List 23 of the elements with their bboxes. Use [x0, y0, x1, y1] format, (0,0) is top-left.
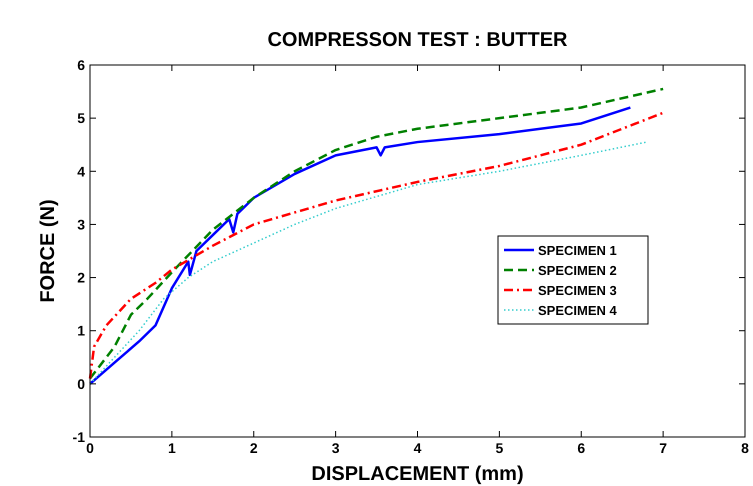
legend-label: SPECIMEN 3	[538, 283, 617, 298]
y-tick-label: 1	[77, 322, 86, 339]
y-tick-label: 6	[77, 57, 86, 73]
x-axis-title: DISPLACEMENT (mm)	[311, 463, 524, 485]
y-tick-label: 0	[77, 376, 86, 392]
legend-label: SPECIMEN 4	[538, 303, 618, 318]
x-tick-label: 5	[495, 440, 504, 456]
x-tick-label: 6	[577, 440, 586, 456]
legend-label: SPECIMEN 1	[538, 243, 617, 258]
chart-title: COMPRESSON TEST : BUTTER	[267, 29, 568, 51]
x-tick-label: 8	[741, 440, 750, 456]
y-tick-label: 3	[77, 216, 86, 232]
y-tick-label: 2	[77, 270, 86, 286]
x-tick-label: 7	[659, 440, 668, 456]
x-tick-label: 3	[332, 440, 340, 456]
y-tick-label: 5	[77, 110, 86, 126]
x-tick-label: 2	[250, 440, 258, 456]
x-tick-label: 4	[414, 440, 422, 456]
x-tick-label: 1	[168, 440, 176, 456]
y-tick-label: 4	[77, 163, 86, 180]
y-axis-title: FORCE (N)	[37, 199, 59, 303]
legend-label: SPECIMEN 2	[538, 263, 617, 278]
y-tick-label: -1	[72, 429, 86, 445]
